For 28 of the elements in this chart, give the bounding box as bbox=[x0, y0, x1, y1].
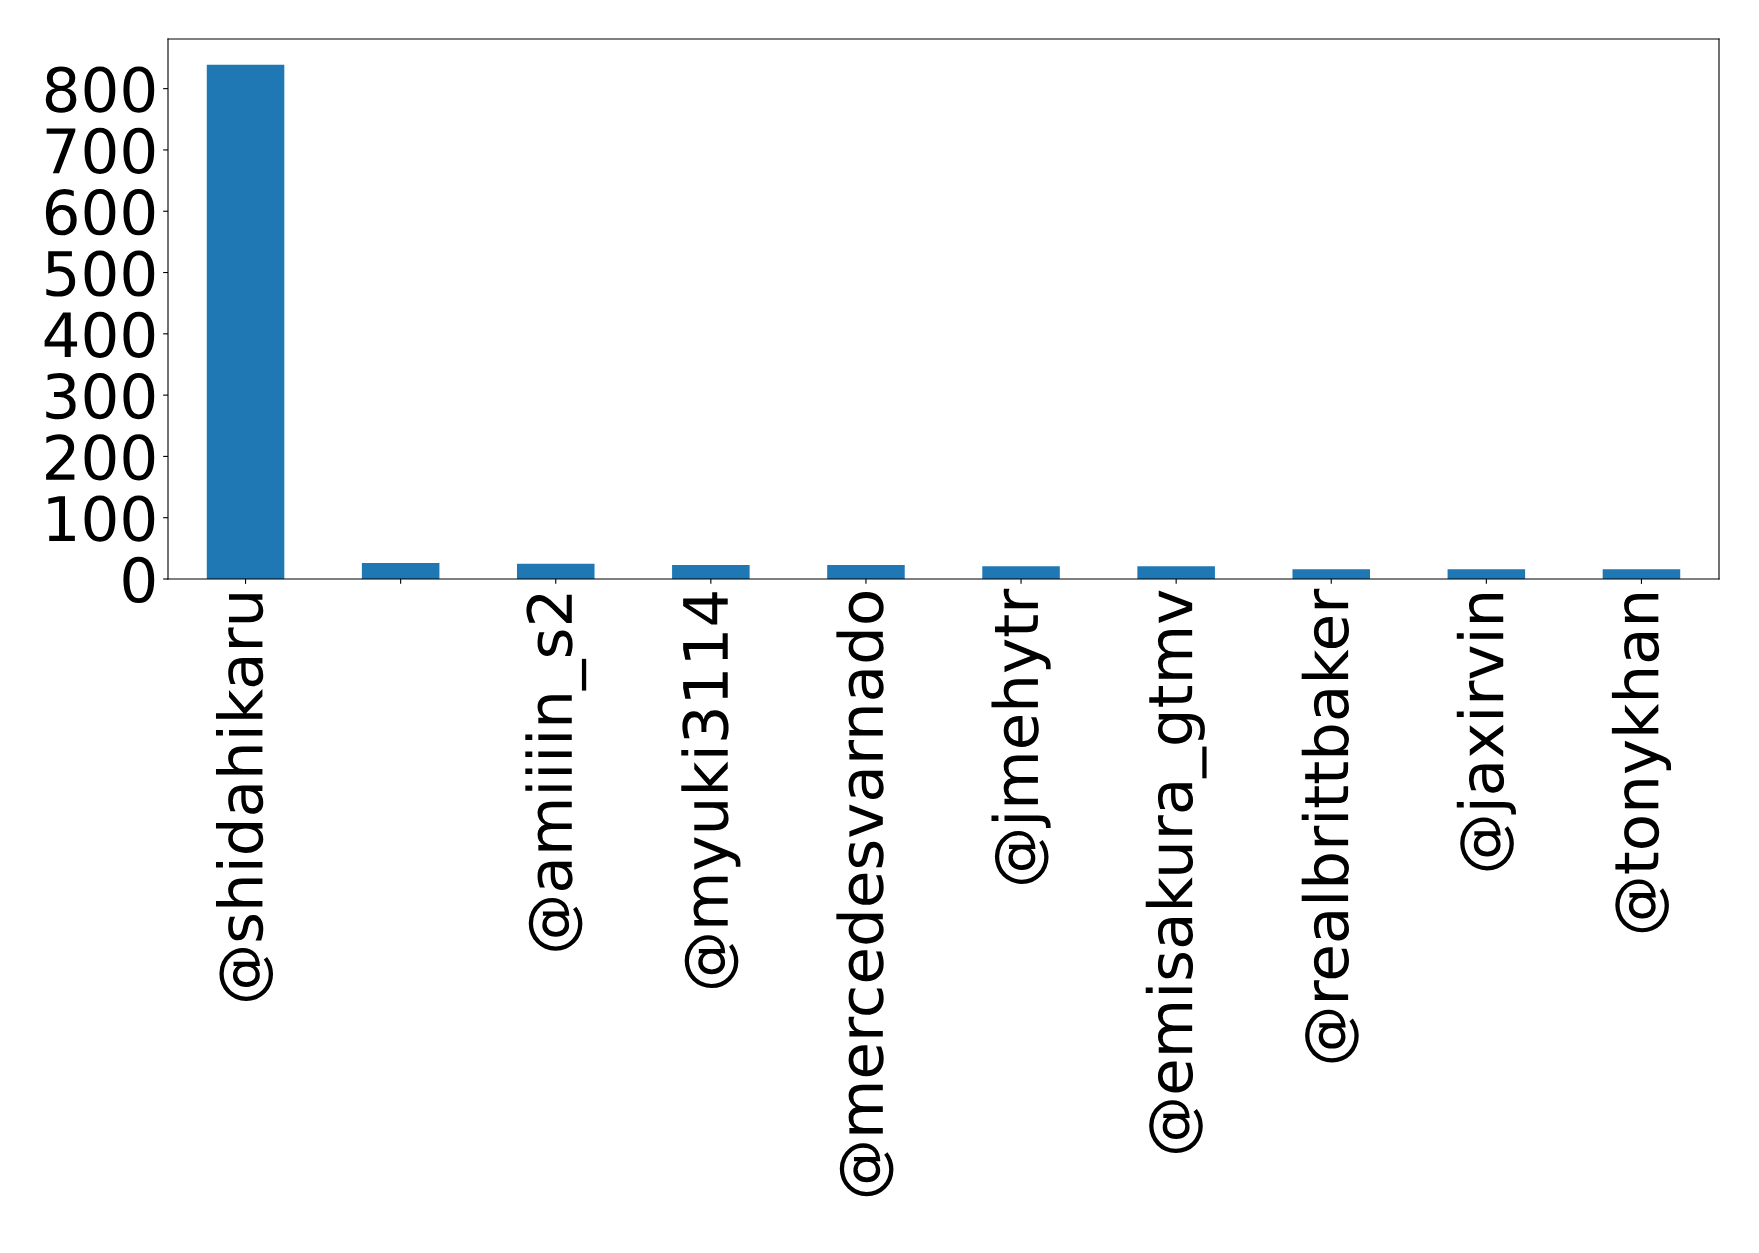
bar bbox=[361, 563, 440, 579]
bar bbox=[1602, 569, 1681, 579]
x-tick-label: @jmehytr bbox=[991, 588, 1051, 884]
y-tick-label: 700 bbox=[46, 127, 155, 175]
bar bbox=[1137, 566, 1215, 579]
x-tick-label: @emisakura_gtmv bbox=[1145, 590, 1207, 1153]
y-tick-label: 400 bbox=[44, 311, 155, 358]
y-tick-label: 800 bbox=[45, 66, 155, 113]
y-tick-label: 100 bbox=[48, 495, 155, 542]
x-tick-label: @mercedesvarnado bbox=[836, 592, 894, 1197]
bar bbox=[206, 64, 285, 579]
y-tick-label: 0 bbox=[123, 556, 155, 604]
bar bbox=[1292, 569, 1371, 579]
bar bbox=[982, 566, 1060, 579]
y-tick-label: 600 bbox=[45, 189, 155, 236]
y-tick-label: 300 bbox=[46, 372, 155, 420]
x-tick-label: @jaxirvin bbox=[1456, 593, 1516, 871]
x-tick-label: @shidahikaru bbox=[215, 594, 274, 1001]
x-tick-label: @realbrittbaker bbox=[1301, 588, 1359, 1063]
bar bbox=[672, 564, 750, 579]
y-tick-label: 500 bbox=[46, 250, 155, 297]
y-tick-label: 200 bbox=[46, 434, 155, 481]
x-tick-label: @amiiiin_s2 bbox=[525, 594, 587, 951]
x-tick-label: @myuki3114 bbox=[681, 592, 741, 989]
bar bbox=[516, 563, 595, 579]
bar bbox=[1447, 569, 1526, 579]
bar bbox=[827, 564, 905, 579]
x-tick-label: @tonykhan bbox=[1611, 593, 1672, 933]
